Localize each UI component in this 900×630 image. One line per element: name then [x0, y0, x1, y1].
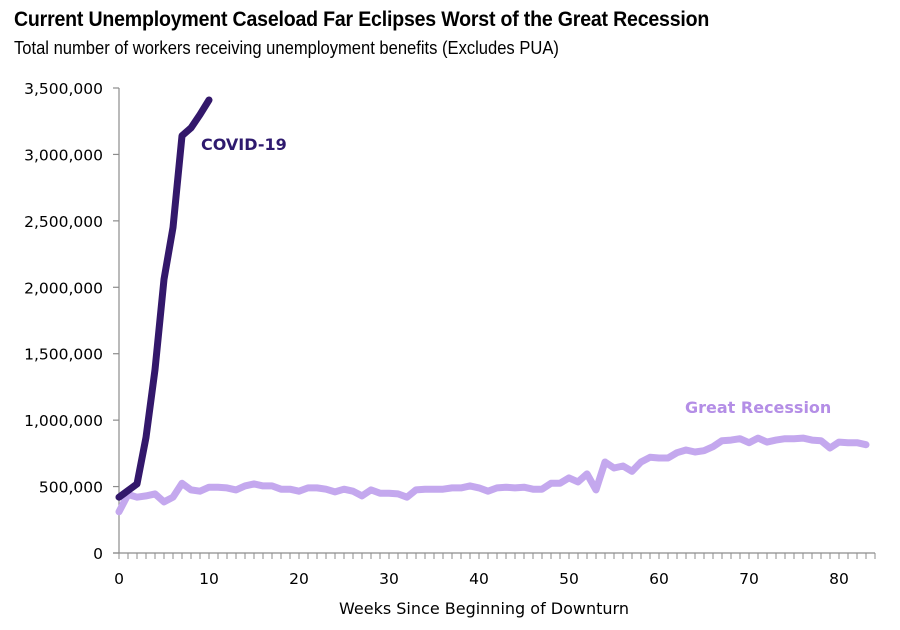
x-minor-ticks	[118, 553, 876, 559]
x-tick-label: 70	[739, 570, 759, 588]
x-tick-label: 10	[199, 570, 219, 588]
y-tick-label: 1,000,000	[24, 412, 103, 430]
x-tick-label: 20	[289, 570, 309, 588]
series-layer	[115, 96, 870, 516]
y-tick-label: 500,000	[39, 479, 103, 497]
x-ticks: 0 10 20 30 40 50 60 70 80	[114, 570, 849, 588]
x-tick-label: 80	[829, 570, 849, 588]
x-tick-label: 60	[649, 570, 669, 588]
series-label-covid-19: COVID-19	[201, 135, 287, 154]
x-tick-label: 30	[379, 570, 399, 588]
series-points-great-recession	[119, 438, 866, 512]
x-axis-title: Weeks Since Beginning of Downturn	[339, 599, 629, 618]
y-tick-label: 2,000,000	[24, 279, 103, 297]
series-line-great-recession	[115, 434, 870, 516]
x-tick-label: 40	[469, 570, 489, 588]
y-tick-label: 1,500,000	[24, 346, 103, 364]
x-tick-label: 0	[114, 570, 124, 588]
axes: 0 500,000 1,000,000 1,500,000 2,000,000 2,500…	[24, 80, 876, 588]
y-tick-label: 2,500,000	[24, 213, 103, 231]
y-tick-label: 3,000,000	[24, 146, 103, 164]
series-line-covid-19	[115, 96, 213, 501]
chart-title: Current Unemployment Caseload Far Eclips…	[14, 8, 710, 31]
x-tick-label: 50	[559, 570, 579, 588]
chart-subtitle: Total number of workers receiving unempl…	[14, 38, 559, 58]
y-tick-label: 3,500,000	[24, 80, 103, 98]
y-ticks: 0 500,000 1,000,000 1,500,000 2,000,000 2,500…	[24, 80, 119, 563]
y-tick-label: 0	[93, 545, 103, 563]
series-label-great-recession: Great Recession	[685, 398, 831, 417]
